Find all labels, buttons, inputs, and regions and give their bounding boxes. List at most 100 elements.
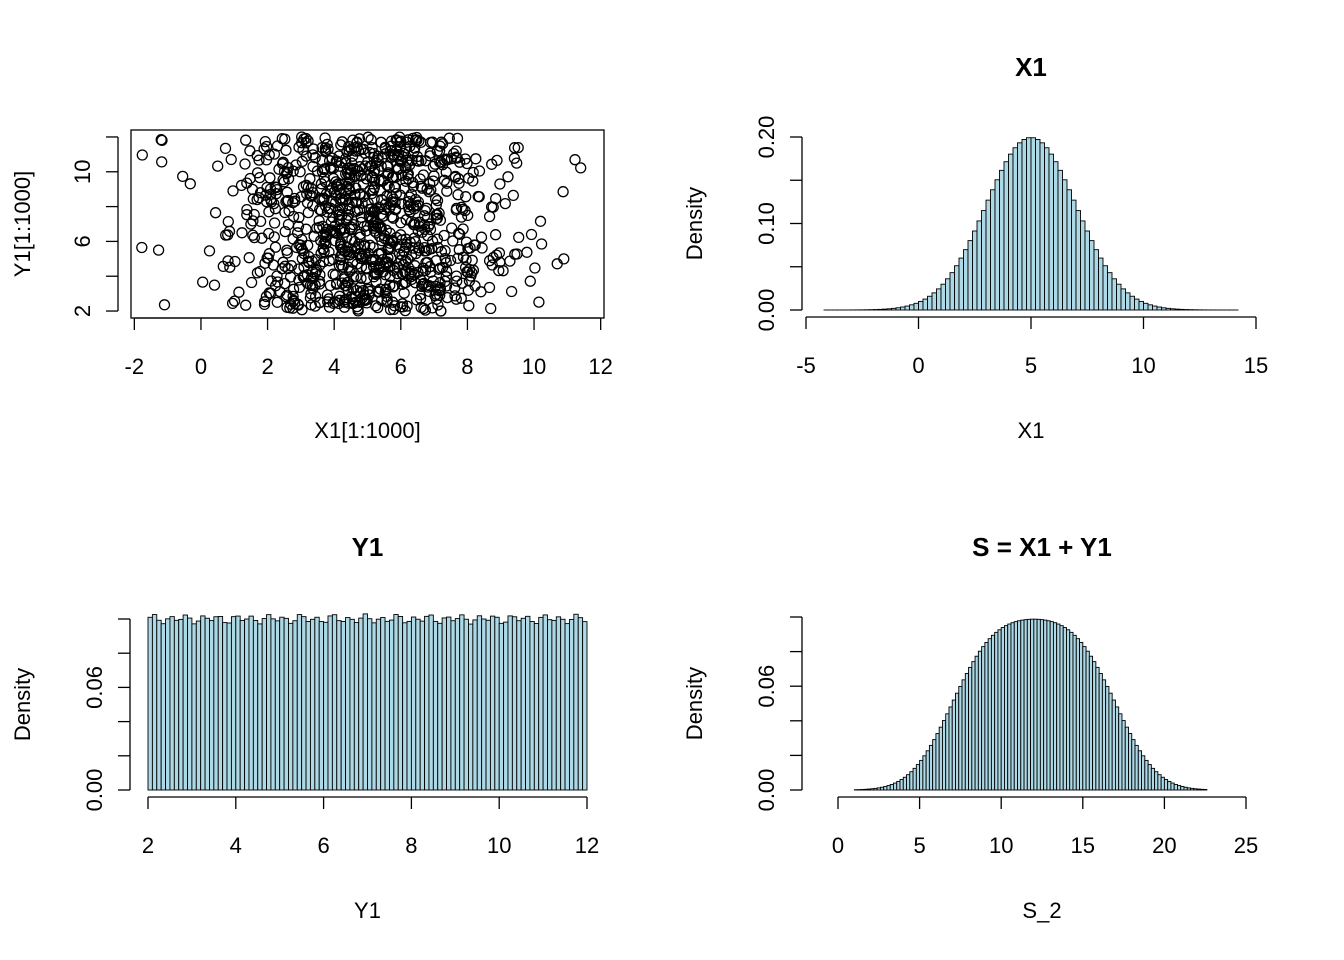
scatter-point [512, 141, 524, 154]
histogram-bar [187, 617, 193, 791]
histogram-bar [1093, 249, 1099, 311]
scatter-point [423, 186, 435, 198]
scatter-point [263, 248, 275, 260]
histogram-bar [560, 618, 566, 791]
histogram-bar [538, 616, 544, 791]
histogram-bar [931, 292, 937, 311]
scatter-point [460, 191, 472, 203]
histogram-bar [1026, 137, 1032, 311]
scatter-point [421, 212, 434, 224]
scatter-point [243, 252, 255, 264]
scatter-point [304, 279, 317, 291]
scatter-point [297, 144, 309, 156]
scatter-point [260, 140, 273, 153]
scatter-point [245, 276, 258, 289]
scatter-point [433, 207, 445, 219]
histogram-bar [981, 646, 986, 791]
histogram-bar [1017, 620, 1022, 791]
histogram-bar [160, 623, 167, 791]
scatter-point [362, 131, 374, 143]
scatter-point [227, 185, 239, 197]
scatter-point [551, 258, 563, 270]
histogram-bar [870, 788, 875, 791]
x-tick-label: 10 [487, 833, 511, 858]
histogram-bar [994, 631, 999, 791]
scatter-point [293, 274, 305, 286]
histogram-bar [520, 617, 526, 791]
scatter-point [360, 225, 372, 237]
histogram-bar [1174, 308, 1180, 311]
histogram-bar [437, 622, 443, 791]
scatter-point [423, 279, 435, 292]
histogram-bar [323, 621, 329, 791]
scatter-point [337, 261, 349, 273]
scatter-point [384, 241, 397, 253]
histogram-bar [349, 618, 355, 791]
histogram-bar [459, 614, 465, 791]
histogram-bar [516, 620, 522, 791]
scatter-point [321, 289, 334, 301]
scatter-point [240, 134, 252, 146]
scatter-point [359, 248, 371, 260]
scatter-point [336, 209, 348, 221]
scatter-point [384, 303, 397, 316]
scatter-point [357, 178, 370, 190]
scatter-point [287, 165, 299, 177]
histogram-bar [362, 613, 368, 791]
histogram-bar [938, 726, 943, 791]
scatter-point [156, 156, 168, 168]
scatter-point [439, 245, 451, 257]
scatter-point [473, 191, 485, 203]
scatter-point [502, 171, 514, 183]
scatter-point [569, 154, 581, 166]
histogram-bar [222, 622, 228, 791]
histogram-bar [551, 619, 557, 791]
histogram-bar [1075, 210, 1081, 311]
scatter-point [368, 271, 380, 283]
histogram-bar [213, 616, 219, 791]
histogram-bar [450, 620, 456, 791]
histogram-bar [1138, 300, 1144, 311]
histogram-bar [555, 616, 562, 791]
scatter-point [327, 268, 339, 280]
histogram-bar [873, 787, 878, 791]
scatter-point [513, 231, 525, 244]
histogram-bar [951, 699, 956, 791]
histogram-bar [204, 617, 210, 791]
scatter-point [289, 195, 301, 207]
scatter-point [470, 153, 482, 165]
panel-1: -2 0 2 4 6 8 10 12 2 6 10 X1[1:1000] Y1[1:1000] [10, 129, 613, 443]
scatter-point [280, 144, 292, 156]
scatter-point [209, 207, 222, 219]
scatter-point [463, 300, 475, 312]
scatter-point [374, 185, 387, 197]
scatter-point [254, 215, 267, 228]
scatter-point [451, 275, 463, 287]
histogram-bar [274, 620, 281, 791]
scatter-point [504, 255, 516, 267]
histogram-bar [1052, 622, 1058, 791]
histogram-bar [964, 673, 970, 791]
histogram-bar [1000, 627, 1005, 791]
histogram-bar [866, 788, 872, 791]
scatter-point [441, 185, 453, 197]
scatter-point [324, 185, 336, 197]
histogram-bar [1177, 785, 1182, 791]
histogram-bar [353, 622, 360, 791]
histogram-bar [1186, 787, 1191, 791]
histogram-bar [896, 780, 901, 791]
scatter-point [499, 197, 511, 210]
histogram-bar [410, 616, 417, 791]
histogram-bar [533, 623, 540, 791]
histogram-bar [1170, 782, 1175, 791]
scatter-point [309, 300, 321, 312]
scatter-point [535, 238, 548, 250]
scatter-point [486, 158, 498, 170]
scatter-point [467, 166, 479, 179]
histogram-bar [345, 617, 351, 791]
scatter-point [434, 281, 446, 294]
scatter-point [268, 231, 280, 243]
scatter-point [370, 300, 382, 312]
x-tick-label: 0 [832, 833, 844, 858]
histogram-bar [1030, 618, 1035, 791]
